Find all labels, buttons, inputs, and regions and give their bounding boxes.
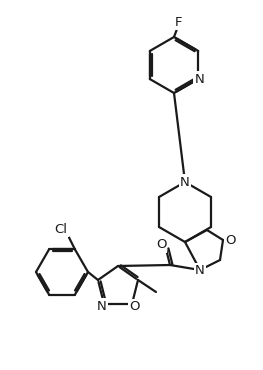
Text: N: N bbox=[97, 299, 107, 313]
Text: N: N bbox=[180, 175, 190, 188]
Text: O: O bbox=[129, 300, 139, 313]
Text: N: N bbox=[195, 265, 205, 278]
Text: N: N bbox=[194, 73, 204, 85]
Text: Cl: Cl bbox=[54, 223, 68, 236]
Text: O: O bbox=[225, 233, 235, 246]
Text: F: F bbox=[174, 16, 182, 28]
Text: O: O bbox=[156, 239, 166, 252]
